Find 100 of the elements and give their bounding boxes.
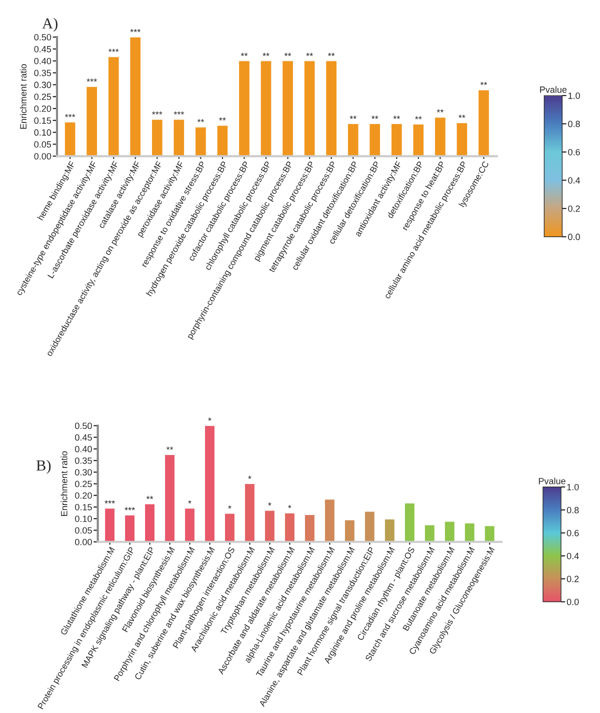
annotation: * xyxy=(288,504,292,508)
bar xyxy=(164,454,176,542)
bar xyxy=(404,502,415,542)
annotation: ** xyxy=(197,119,204,122)
color-bar-label: 0.2 xyxy=(566,576,579,582)
bar xyxy=(260,60,272,156)
bar xyxy=(86,86,98,156)
bar xyxy=(347,123,359,156)
annotation: ** xyxy=(480,82,488,86)
color-bar-label: 0.8 xyxy=(566,506,579,514)
bar xyxy=(151,119,163,156)
y-axis-title: Enrichment ratio xyxy=(60,451,68,516)
bar xyxy=(444,521,455,542)
bar xyxy=(390,123,402,156)
annotation: ** xyxy=(350,116,356,119)
y-tick-label: 0.45 xyxy=(75,434,92,441)
y-tick-label: 0.00 xyxy=(34,153,52,160)
annotation: ** xyxy=(146,496,154,500)
color-bar-label: 0.0 xyxy=(566,598,579,606)
y-tick-label: 0.15 xyxy=(34,117,52,124)
bar xyxy=(184,508,196,542)
color-bar-label: 1.0 xyxy=(567,484,579,490)
bar xyxy=(412,124,424,156)
bar xyxy=(464,522,475,542)
bar xyxy=(64,122,76,156)
color-bar-label: 0.0 xyxy=(568,234,580,240)
annotation: *** xyxy=(86,78,97,82)
bar xyxy=(144,504,156,542)
annotation: ** xyxy=(458,114,466,118)
color-bar-label: 0.6 xyxy=(566,530,579,536)
bar xyxy=(304,514,315,542)
y-tick-label: 0.40 xyxy=(34,58,52,64)
bar xyxy=(424,524,435,542)
bar xyxy=(216,125,228,156)
bar xyxy=(282,60,294,156)
bar xyxy=(324,499,335,542)
annotation: ** xyxy=(166,446,174,450)
y-tick-label: 0.25 xyxy=(75,480,92,488)
bar xyxy=(484,526,495,542)
color-bar-label: 0.4 xyxy=(568,177,580,184)
annotation: ** xyxy=(393,116,400,119)
bar xyxy=(194,126,206,156)
y-tick-label: 0.45 xyxy=(34,46,52,52)
y-tick-label: 0.10 xyxy=(75,516,92,522)
y-tick-label: 0.30 xyxy=(75,469,92,476)
color-bar-label: 0.4 xyxy=(566,552,579,560)
annotation: ** xyxy=(284,52,292,56)
bar xyxy=(478,90,490,156)
color-bar-label: 0.2 xyxy=(568,205,580,212)
bar xyxy=(384,518,395,542)
annotation: * xyxy=(268,502,272,506)
annotation: ** xyxy=(219,117,226,121)
y-tick-label: 0.15 xyxy=(75,504,92,510)
bar xyxy=(434,117,446,156)
bar xyxy=(173,119,185,156)
y-tick-label: 0.35 xyxy=(75,457,92,464)
annotation: ** xyxy=(328,52,335,56)
bar xyxy=(284,512,295,542)
bar xyxy=(264,510,275,542)
bar xyxy=(124,514,136,542)
color-bar-label: 1.0 xyxy=(568,92,580,99)
annotation: ** xyxy=(436,109,444,112)
text: B) xyxy=(36,460,51,474)
bar xyxy=(238,60,250,156)
bar xyxy=(130,37,142,156)
annotation: * xyxy=(248,476,252,479)
bar xyxy=(364,511,375,542)
annotation: *** xyxy=(108,48,119,52)
annotation: *** xyxy=(64,114,76,118)
annotation: ** xyxy=(262,52,270,56)
y-tick-label: 0.25 xyxy=(34,94,52,100)
y-tick-label: 0.05 xyxy=(34,141,52,148)
annotation: *** xyxy=(130,28,141,32)
annotation: * xyxy=(208,418,212,421)
annotation: * xyxy=(228,505,232,509)
y-tick-label: 0.40 xyxy=(75,446,92,452)
bar xyxy=(244,483,255,542)
y-tick-label: 0.10 xyxy=(34,129,52,136)
y-tick-label: 0.05 xyxy=(75,527,92,534)
bar xyxy=(204,426,216,542)
chart-title: A) xyxy=(42,18,58,32)
y-tick-label: 0.35 xyxy=(34,70,52,76)
bar xyxy=(456,122,468,156)
annotation: *** xyxy=(104,500,115,504)
bar xyxy=(304,60,316,156)
y-tick-label: 0.20 xyxy=(34,105,52,112)
color-bar-label: 0.8 xyxy=(568,120,580,128)
bar xyxy=(369,123,381,156)
bar xyxy=(326,60,338,156)
annotation: *** xyxy=(124,507,135,510)
y-tick-label: 0.30 xyxy=(34,82,52,88)
annotation: ** xyxy=(240,52,248,56)
annotation: * xyxy=(188,500,192,504)
y-tick-label: 0.50 xyxy=(75,422,92,430)
y-tick-label: 0.50 xyxy=(34,34,52,40)
color-bar-label: 0.6 xyxy=(568,148,580,156)
y-tick-label: 0.00 xyxy=(75,538,92,546)
annotation: *** xyxy=(152,111,162,115)
bar xyxy=(108,56,120,156)
bar xyxy=(224,513,236,542)
